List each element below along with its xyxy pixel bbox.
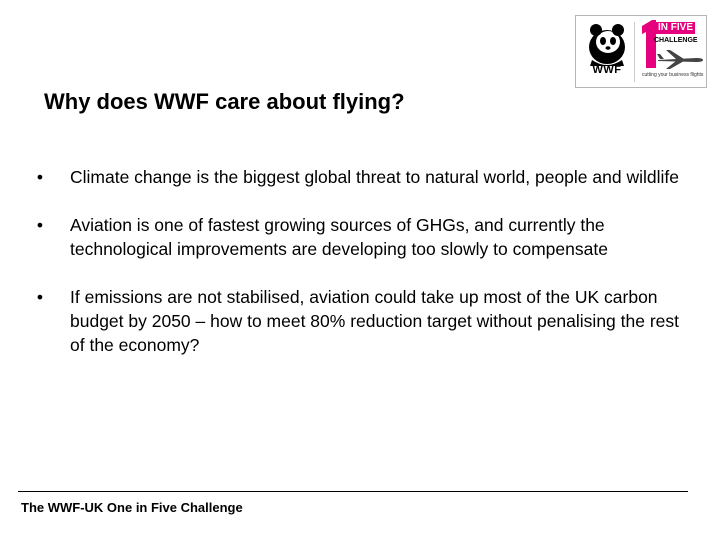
footer-text: The WWF-UK One in Five Challenge xyxy=(21,500,243,515)
bullet-list: • Climate change is the biggest global t… xyxy=(30,165,680,381)
bullet-marker: • xyxy=(36,287,44,307)
panda-icon xyxy=(589,24,625,66)
logo-divider xyxy=(634,22,635,82)
bullet-marker: • xyxy=(36,215,44,235)
bullet-text: Aviation is one of fastest growing sourc… xyxy=(70,215,608,259)
wwf-wordmark: WWF xyxy=(592,64,622,76)
bullet-item: • Climate change is the biggest global t… xyxy=(30,165,680,189)
logo-tagline: cutting your business flights xyxy=(642,72,704,78)
one-badge-icon xyxy=(642,20,656,68)
bullet-text: If emissions are not stabilised, aviatio… xyxy=(70,287,680,355)
badge-subtitle: CHALLENGE xyxy=(654,37,698,44)
bullet-text: Climate change is the biggest global thr… xyxy=(70,167,679,187)
bullet-item: • If emissions are not stabilised, aviat… xyxy=(30,285,680,357)
footer-rule xyxy=(18,491,688,492)
airplane-icon xyxy=(657,50,703,69)
logo-box: WWF IN FIVE CHALLENGE cutting your busin… xyxy=(575,15,707,88)
bullet-item: • Aviation is one of fastest growing sou… xyxy=(30,213,680,261)
bullet-marker: • xyxy=(36,167,44,187)
slide-title: Why does WWF care about flying? xyxy=(44,89,405,114)
badge-title: IN FIVE xyxy=(656,22,696,34)
